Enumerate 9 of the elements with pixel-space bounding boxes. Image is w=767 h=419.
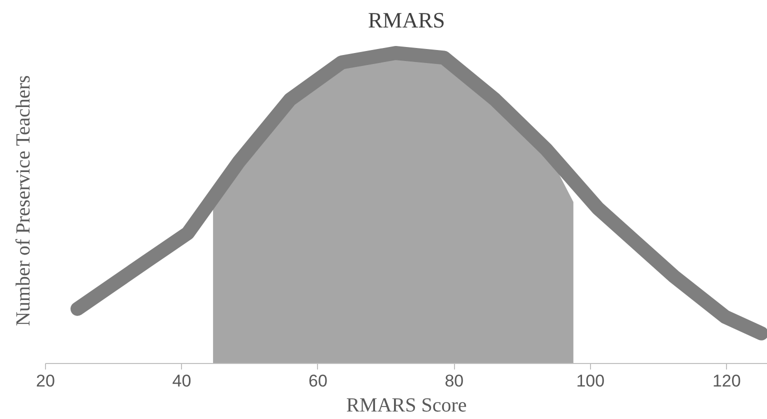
x-tick-label: 60 xyxy=(308,372,328,390)
x-tick-label: 40 xyxy=(172,372,192,390)
y-axis-title: Number of Preservice Teachers xyxy=(12,75,34,326)
x-tick-label: 100 xyxy=(576,372,605,390)
x-tick-label: 20 xyxy=(36,372,55,390)
chart-title: RMARS xyxy=(368,8,446,32)
x-tick-label: 120 xyxy=(712,372,741,390)
x-tick-label: 80 xyxy=(444,372,464,390)
x-axis-title: RMARS Score xyxy=(346,394,467,416)
